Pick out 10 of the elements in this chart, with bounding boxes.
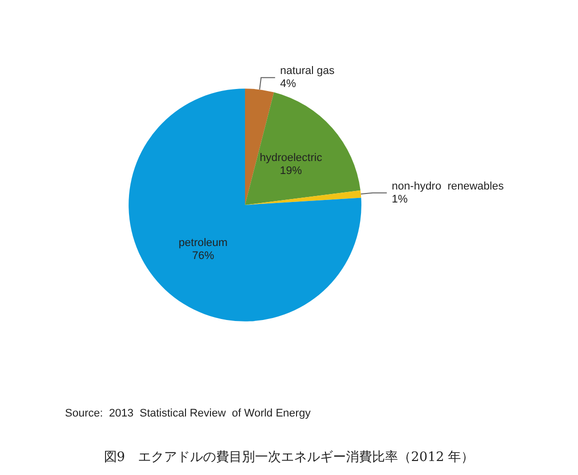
data-label: 19% — [280, 165, 302, 178]
slice-label: hydroelectric — [260, 152, 323, 164]
slice-label: non-hydro renewables — [392, 180, 504, 192]
text: 図9 エクアドルの費目別一次エネルギー消費比率（2012 年） — [104, 449, 474, 465]
slice-label: natural gas — [280, 65, 336, 78]
data-label: 1% — [392, 193, 408, 206]
slice-label: petroleum — [178, 237, 228, 250]
source-note: Source: 2013 Statistical Review of World Energy — [65, 408, 312, 420]
data-label: 76% — [192, 250, 214, 262]
data-label: 4% — [280, 78, 296, 90]
